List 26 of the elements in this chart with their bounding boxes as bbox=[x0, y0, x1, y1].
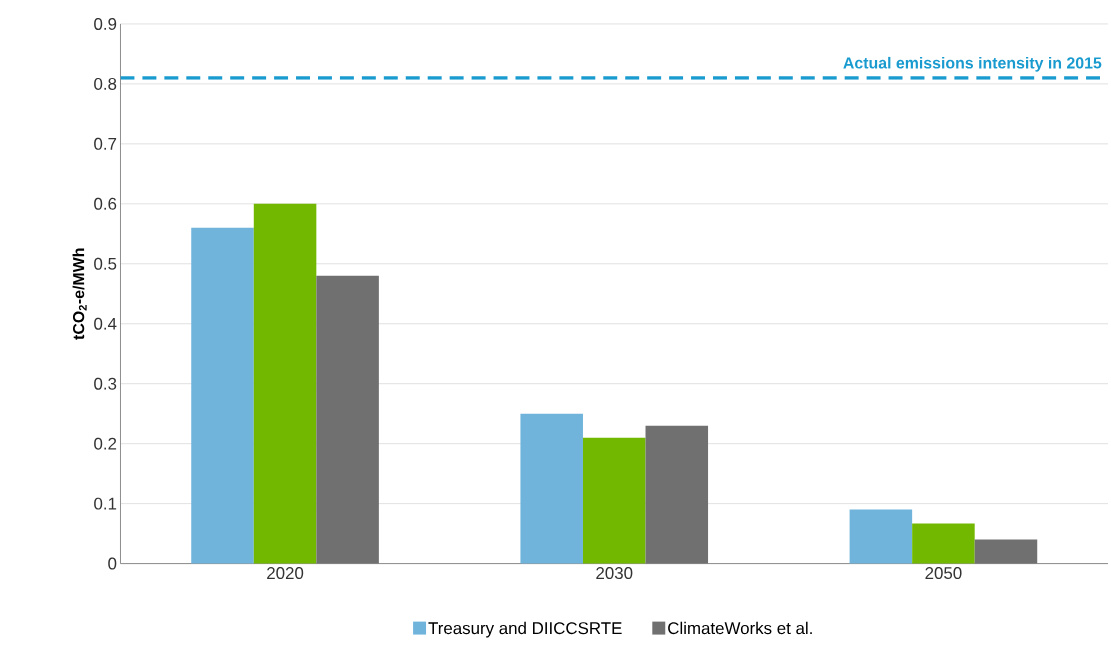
bar bbox=[253, 203, 317, 564]
y-tick-label: 0.4 bbox=[94, 317, 117, 330]
x-tick-label: 2020 bbox=[267, 566, 304, 579]
y-tick-label: 0.7 bbox=[94, 137, 117, 150]
y-tick-label: 0.8 bbox=[94, 77, 117, 90]
y-tick-label: 0.2 bbox=[94, 437, 117, 450]
y-tick-label: 0.3 bbox=[94, 377, 117, 390]
y-tick-label: 0 bbox=[108, 557, 117, 570]
bar bbox=[582, 437, 646, 564]
y-axis-title: tCO$_{2}$-e/MWh bbox=[72, 248, 87, 340]
bar bbox=[520, 413, 583, 564]
bar bbox=[191, 227, 254, 564]
y-tick-label: 0.6 bbox=[94, 197, 117, 210]
ref-line-label: Actual emissions intensity in 2015 bbox=[843, 56, 1102, 72]
bar bbox=[974, 539, 1038, 564]
x-tick-label: 2030 bbox=[596, 566, 633, 579]
y-tick-label: 0.1 bbox=[94, 497, 117, 510]
x-tick-label: 2050 bbox=[925, 566, 962, 579]
legend-label: Treasury and DIICCSRTE bbox=[428, 621, 622, 638]
bar bbox=[912, 523, 975, 564]
bar bbox=[849, 509, 913, 564]
bar bbox=[645, 425, 709, 564]
y-tick-label: 0.9 bbox=[94, 17, 117, 30]
bar bbox=[316, 275, 379, 564]
legend-label: ClimateWorks et al. bbox=[668, 621, 812, 634]
y-tick-label: 0.5 bbox=[94, 257, 117, 270]
